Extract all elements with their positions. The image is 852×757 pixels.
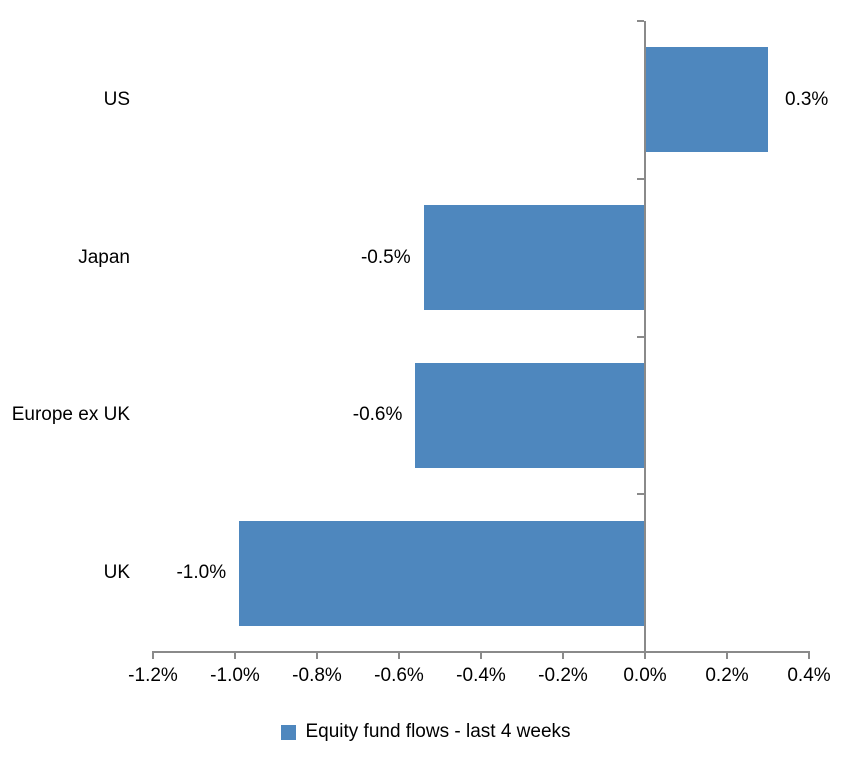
x-tick-label-8: 0.4% [787,665,831,686]
x-tick-5 [562,652,564,659]
x-tick-label-4: -0.4% [456,665,506,686]
bar-europe-ex-uk [415,362,645,468]
x-tick-1 [234,652,236,659]
x-tick-label-7: 0.2% [705,665,749,686]
category-tick-3 [637,493,644,496]
x-tick-3 [398,652,400,659]
x-tick-2 [316,652,318,659]
data-label-japan: -0.5% [360,246,411,268]
x-tick-label-0: -1.2% [128,665,178,686]
x-tick-6 [644,652,646,659]
legend-marker-swatch [281,724,297,740]
legend: Equity fund flows - last 4 weeks [0,720,852,744]
category-tick-2 [637,335,644,338]
zero-axis-line [644,21,646,659]
bar-us [645,47,768,153]
category-tick-1 [637,177,644,180]
x-tick-label-3: -0.6% [374,665,424,686]
bar-uk [239,520,645,626]
category-label-japan: Japan [78,246,130,268]
x-tick-7 [726,652,728,659]
category-label-uk: UK [103,562,130,584]
category-tick-0 [637,20,644,22]
x-tick-label-5: -0.2% [538,665,588,686]
x-tick-8 [808,652,810,659]
category-label-us: US [103,88,130,110]
x-tick-4 [480,652,482,659]
x-tick-label-2: -0.8% [292,665,342,686]
data-label-europe-ex-uk: -0.6% [352,404,403,426]
category-tick-4 [637,651,644,653]
bar-japan [423,205,645,311]
category-label-europe-ex-uk: Europe ex UK [11,404,130,426]
x-tick-0 [152,652,154,659]
x-tick-label-1: -1.0% [210,665,260,686]
data-label-us: 0.3% [785,88,829,110]
x-tick-label-6: 0.0% [623,665,667,686]
legend-label: Equity fund flows - last 4 weeks [305,721,571,742]
data-label-uk: -1.0% [176,562,227,584]
